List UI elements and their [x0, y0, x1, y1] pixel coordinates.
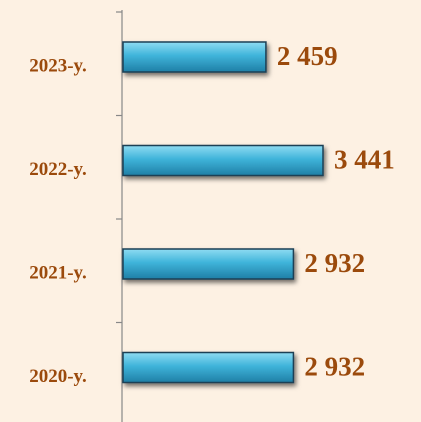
- category-label: 2023-y.: [29, 55, 87, 76]
- category-label: 2022-y.: [29, 159, 87, 180]
- value-label: 2 932: [304, 248, 365, 278]
- value-label: 2 459: [277, 41, 338, 71]
- value-label: 2 932: [304, 352, 365, 382]
- category-label: 2021-y.: [29, 262, 87, 283]
- bar: [122, 41, 267, 73]
- bar: [122, 248, 295, 280]
- bar: [122, 351, 295, 384]
- value-label: 3 441: [334, 145, 395, 175]
- category-label: 2020-y.: [29, 366, 87, 387]
- bar: [122, 144, 324, 177]
